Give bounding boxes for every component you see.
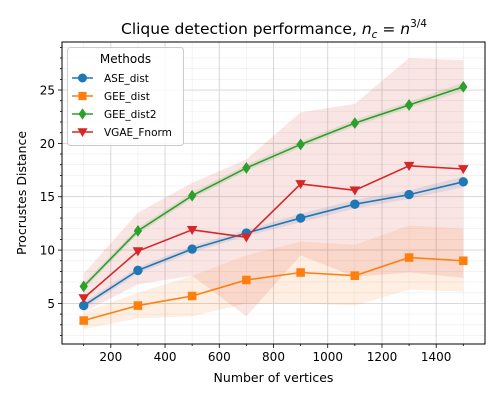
- line-GEE_dist2: [83, 86, 464, 287]
- point-VGAE_Fnorm: [458, 165, 469, 175]
- point-VGAE_Fnorm: [241, 233, 252, 243]
- axis-ticks: 200 400 600 800 1000 1200 1400 5 10 15 20 25: [40, 46, 464, 364]
- point-VGAE_Fnorm: [349, 186, 361, 196]
- legend-item-ASE_dist: ASE_dist: [72, 73, 149, 85]
- grid: [62, 42, 485, 344]
- point-GEE_dist: [79, 316, 88, 325]
- series-markers: [78, 80, 469, 325]
- point-VGAE_Fnorm: [78, 294, 89, 304]
- line-GEE_dist: [83, 256, 464, 322]
- legend-label: ASE_dist: [104, 73, 149, 85]
- point-GEE_dist2: [187, 189, 197, 202]
- legend-item-VGAE_Fnorm: VGAE_Fnorm: [72, 127, 172, 139]
- point-GEE_dist: [242, 275, 251, 285]
- y-tick-label: 25: [40, 84, 55, 98]
- point-ASE_dist: [350, 199, 360, 209]
- point-ASE_dist: [133, 265, 143, 276]
- point-GEE_dist: [404, 253, 414, 262]
- legend: Methods ASE_dist GEE_dist GEE_dist2 VGAE_Fn…: [67, 47, 184, 146]
- legend-item-GEE_dist: GEE_dist: [72, 91, 150, 103]
- legend-item-GEE_dist2: GEE_dist2: [72, 108, 157, 121]
- y-tick-label: 15: [40, 190, 55, 204]
- point-GEE_dist2: [242, 162, 251, 174]
- legend-box: [67, 47, 184, 146]
- legend-title: Methods: [100, 52, 151, 66]
- x-tick-label: 200: [99, 350, 122, 364]
- x-tick-label: 1400: [421, 350, 452, 364]
- point-GEE_dist2: [133, 224, 143, 237]
- legend-label: GEE_dist2: [104, 109, 157, 121]
- x-axis-label: Number of vertices: [214, 370, 334, 385]
- legend-label: GEE_dist: [104, 91, 150, 103]
- chart-title-equals: =: [377, 20, 400, 38]
- x-tick-label: 400: [154, 350, 177, 364]
- x-tick-label: 1000: [312, 350, 343, 364]
- point-VGAE_Fnorm: [403, 161, 415, 171]
- point-GEE_dist: [350, 271, 360, 280]
- chart-title-math2: n: [400, 20, 410, 38]
- legend-marker: [77, 128, 88, 137]
- x-tick-label: 800: [262, 350, 285, 364]
- point-GEE_dist2: [350, 117, 360, 130]
- chart-title-superscript: 3/4: [410, 18, 427, 30]
- chart-title-subscript: c: [372, 29, 378, 41]
- band-GEE_dist: [83, 225, 464, 330]
- y-tick-label: 5: [47, 297, 55, 311]
- legend-marker: [78, 91, 87, 101]
- point-ASE_dist: [458, 177, 469, 187]
- x-tick-label: 1200: [367, 350, 398, 364]
- chart-title-math: n: [362, 20, 372, 38]
- point-GEE_dist2: [79, 280, 88, 293]
- point-GEE_dist: [296, 268, 305, 277]
- legend-marker: [78, 73, 87, 83]
- point-VGAE_Fnorm: [132, 247, 144, 257]
- y-tick-label: 20: [40, 137, 55, 151]
- band-VGAE_Fnorm: [83, 58, 464, 317]
- chart-title: Clique detection performance, nc = n3/4: [121, 18, 427, 41]
- line-VGAE_Fnorm: [83, 164, 464, 299]
- point-GEE_dist: [133, 301, 143, 310]
- point-ASE_dist: [295, 213, 306, 223]
- point-ASE_dist: [187, 244, 197, 254]
- point-GEE_dist: [187, 291, 197, 301]
- series-lines: [83, 86, 464, 322]
- point-VGAE_Fnorm: [186, 225, 198, 236]
- point-GEE_dist2: [296, 138, 305, 151]
- point-GEE_dist: [459, 256, 468, 266]
- chart-title-prefix: Clique detection performance,: [121, 20, 362, 38]
- point-ASE_dist: [404, 189, 414, 200]
- legend-label: VGAE_Fnorm: [104, 127, 172, 139]
- legend-entries: ASE_dist GEE_dist GEE_dist2 VGAE_Fnorm: [72, 73, 172, 139]
- line-ASE_dist: [83, 181, 464, 307]
- y-tick-label: 10: [40, 244, 55, 258]
- point-GEE_dist2: [404, 99, 414, 111]
- point-GEE_dist2: [459, 80, 468, 93]
- band-ASE_dist: [83, 176, 464, 309]
- x-tick-label: 600: [208, 350, 231, 364]
- confidence-bands: [83, 58, 464, 330]
- y-axis-label: Procrustes Distance: [14, 131, 29, 255]
- legend-marker: [78, 108, 87, 120]
- point-VGAE_Fnorm: [295, 180, 306, 190]
